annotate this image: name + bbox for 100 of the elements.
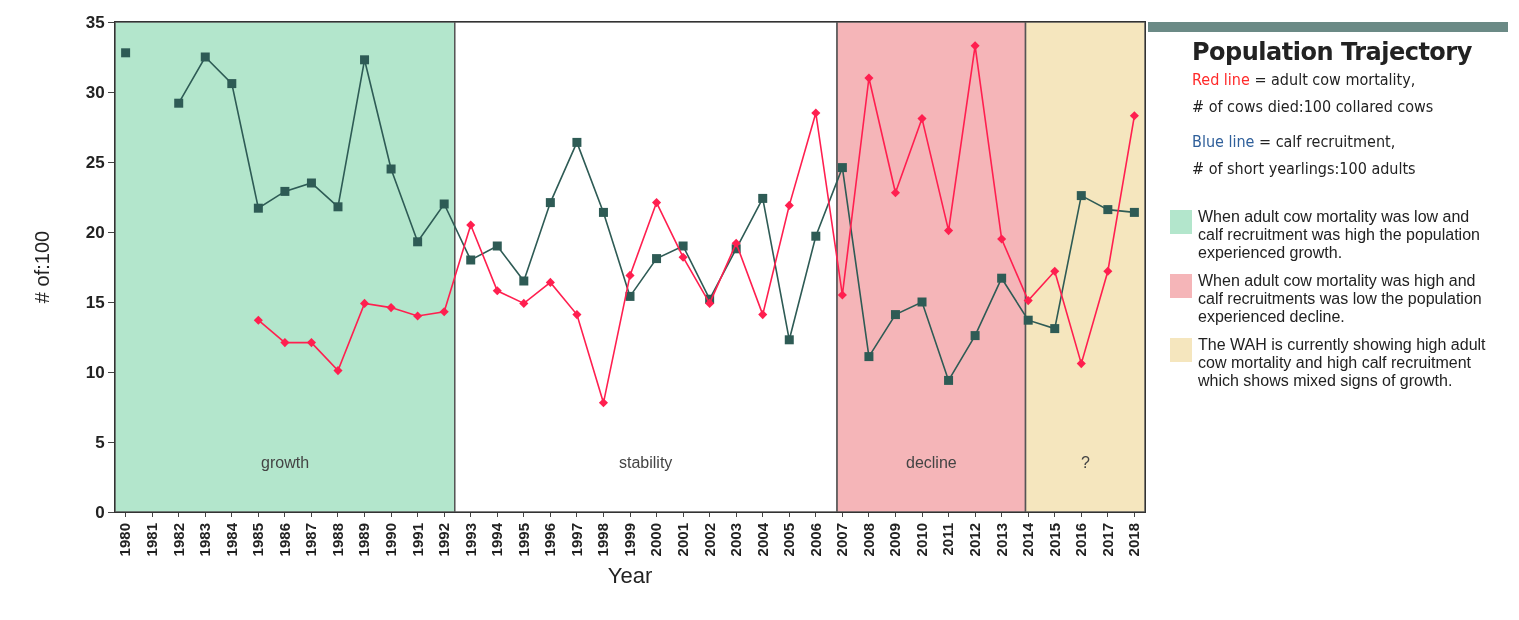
x-tick-label: 2009 (886, 523, 904, 557)
x-tick-label: 1985 (249, 523, 267, 557)
x-tick-label: 2011 (939, 523, 957, 556)
y-tick-label: 35 (85, 12, 105, 32)
point (731, 238, 741, 248)
band-label: growth (261, 454, 310, 471)
x-tick-label: 2001 (673, 523, 691, 557)
band-label: decline (906, 454, 957, 471)
x-tick-label: 2003 (727, 523, 745, 557)
point (652, 254, 662, 264)
point (413, 237, 423, 247)
x-tick-label: 1982 (169, 523, 187, 557)
text: # of short yearlings:100 adults (1192, 158, 1417, 180)
point (174, 98, 184, 108)
x-tick-label: 1988 (328, 523, 346, 557)
text: When adult cow mortality was low and calf recruitment was high the population experienced growth. (1198, 208, 1481, 262)
point (625, 291, 635, 301)
point (1023, 296, 1033, 306)
point (652, 198, 662, 208)
y-tick-label: 10 (85, 362, 105, 382)
text: = calf recruitment, (1258, 132, 1396, 151)
x-tick-label: 2008 (859, 523, 877, 557)
point (997, 273, 1007, 283)
x-tick-label: 1981 (143, 523, 161, 557)
x-tick-label: 2010 (912, 523, 930, 557)
text: # of cows died:100 collared cows (1192, 96, 1435, 118)
point (970, 331, 980, 341)
x-tick-label: 2005 (780, 523, 798, 557)
point (545, 198, 555, 208)
x-tick-label: 2002 (700, 523, 718, 557)
point (253, 203, 263, 213)
band-label: ? (1081, 454, 1090, 471)
point (1050, 324, 1060, 334)
y-tick-label: 5 (95, 432, 105, 452)
text: When adult cow mortality was high and calf recruitments was low the population experienced decline. (1198, 272, 1483, 326)
x-tick-label: 2014 (1019, 522, 1037, 557)
point (466, 255, 476, 265)
point (572, 137, 582, 147)
x-tick-label: 2016 (1072, 523, 1090, 557)
point (306, 178, 316, 188)
point (466, 220, 476, 230)
x-tick-label: 1992 (435, 523, 453, 557)
x-tick-label: 2004 (753, 522, 771, 557)
point (519, 276, 529, 286)
point (678, 252, 688, 262)
x-tick-label: 2013 (992, 523, 1010, 557)
x-tick-label: 1994 (488, 522, 506, 557)
point (306, 338, 316, 348)
point (253, 315, 263, 325)
y-axis-title: # of:100 (31, 230, 54, 304)
point (864, 352, 874, 362)
x-tick-label: 1996 (541, 523, 559, 557)
point (121, 48, 131, 58)
point (758, 193, 768, 203)
band-label: stability (619, 454, 673, 471)
point (917, 297, 927, 307)
x-tick-label: 2018 (1125, 523, 1143, 557)
point (519, 298, 529, 308)
y-tick-label: 30 (85, 82, 105, 102)
point (359, 298, 370, 308)
x-tick-label: 1984 (222, 522, 240, 557)
point (758, 310, 768, 320)
point (492, 286, 502, 296)
point (386, 303, 396, 313)
point (890, 310, 900, 320)
x-tick-label: 2015 (1045, 523, 1063, 557)
x-tick-label: 1997 (567, 523, 585, 557)
point (545, 277, 555, 287)
x-tick-label: 1983 (196, 523, 214, 557)
point (1023, 315, 1033, 325)
point (1076, 359, 1086, 369)
point (705, 298, 715, 308)
point (280, 186, 290, 196)
point (784, 335, 794, 345)
point (784, 200, 794, 210)
y-tick-label: 25 (85, 152, 105, 172)
text: The WAH is currently showing high adult cow mortality and high calf recruitment which shows mixed signs of growth. (1198, 336, 1487, 390)
point (598, 207, 608, 217)
point (413, 311, 423, 321)
text: = adult cow mortality, (1254, 70, 1416, 89)
x-tick-label: 1998 (594, 523, 612, 557)
point (439, 199, 449, 209)
point (1103, 205, 1113, 215)
x-tick-label: 1989 (355, 523, 373, 557)
point (890, 188, 901, 198)
point (837, 163, 847, 173)
point (811, 231, 821, 241)
y-tick-label: 15 (85, 292, 105, 312)
x-tick-label: 1999 (620, 523, 638, 557)
point (837, 290, 847, 300)
point (1076, 191, 1086, 201)
x-tick-label: 2007 (833, 523, 851, 557)
text: Population Trajectory (1192, 38, 1473, 66)
point (811, 108, 821, 118)
x-tick-label: 1986 (275, 523, 293, 557)
x-tick-label: 1987 (302, 523, 320, 557)
point (386, 164, 396, 174)
x-tick-label: 2017 (1098, 523, 1116, 557)
point (333, 366, 343, 376)
point (360, 55, 370, 65)
